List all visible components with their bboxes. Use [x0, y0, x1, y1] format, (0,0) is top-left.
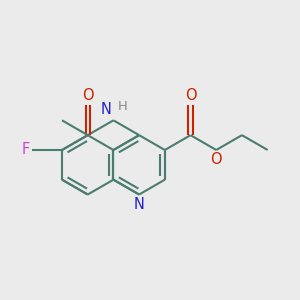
Text: F: F [21, 142, 29, 158]
Text: N: N [134, 197, 145, 212]
Text: N: N [101, 102, 112, 117]
Text: H: H [118, 100, 128, 113]
Text: O: O [82, 88, 94, 103]
Text: O: O [210, 152, 222, 167]
Text: O: O [185, 88, 197, 103]
